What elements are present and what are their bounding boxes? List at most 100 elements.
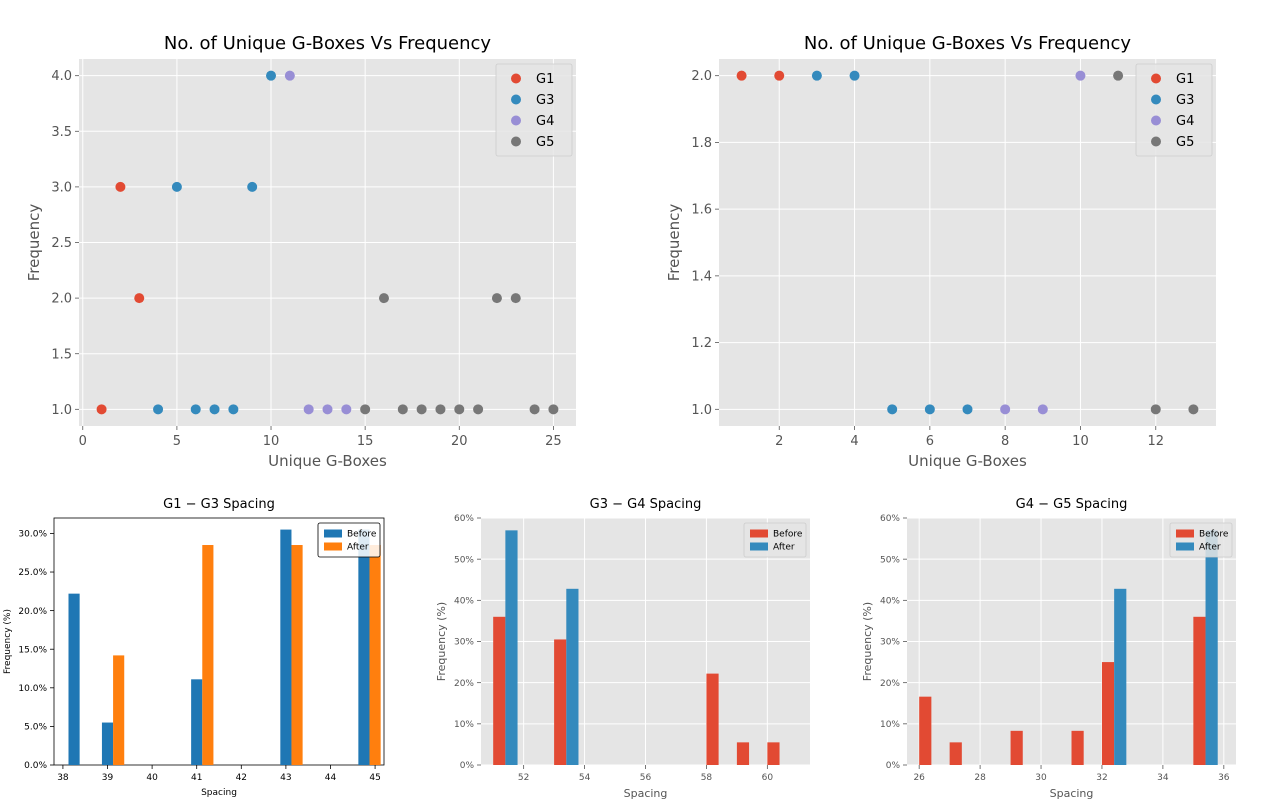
bar-after xyxy=(1114,588,1127,765)
bar-before xyxy=(767,742,780,765)
y-tick-label: 5.0% xyxy=(24,723,47,733)
legend-swatch xyxy=(324,529,342,538)
y-tick-label: 50% xyxy=(880,555,900,565)
x-tick-label: 8 xyxy=(1001,434,1009,449)
y-tick-label: 2.0 xyxy=(691,69,712,84)
point-G5 xyxy=(510,293,521,304)
bar-before xyxy=(554,639,567,765)
x-tick-label: 58 xyxy=(701,773,713,783)
y-tick-label: 10% xyxy=(454,720,474,730)
x-tick-label: 56 xyxy=(640,773,652,783)
y-tick-label: 20% xyxy=(454,679,474,689)
point-G4 xyxy=(284,70,295,81)
y-tick-label: 60% xyxy=(880,514,900,524)
legend-label: After xyxy=(347,543,369,553)
point-G3 xyxy=(849,70,860,81)
y-tick-label: 40% xyxy=(880,596,900,606)
chart-panel-4: 52 54 56 58 60 0% 10% 20% 30% 40% 50% 60% G3 − G4 Sp… xyxy=(435,497,810,800)
chart-title-4: G3 − G4 Spacing xyxy=(590,497,702,512)
point-G1 xyxy=(774,70,785,81)
point-G4 xyxy=(303,404,314,415)
legend-swatch xyxy=(1176,542,1194,551)
y-axis-label-5: Frequency (%) xyxy=(861,602,874,681)
y-tick-label: 3.5 xyxy=(51,125,72,140)
point-G3 xyxy=(209,404,220,415)
y-tick-label: 1.6 xyxy=(691,203,712,218)
legend-label: G4 xyxy=(536,114,554,129)
chart-panel-1: 0 5 10 15 20 25 1.0 1.5 2.0 2.5 3.0 3.5 4.0 No. of Un… xyxy=(25,33,576,470)
bar-before xyxy=(919,696,932,765)
point-G4 xyxy=(1037,404,1048,415)
y-tick-label: 1.0 xyxy=(51,403,72,418)
chart-title-2: No. of Unique G-Boxes Vs Frequency xyxy=(804,33,1132,54)
point-G3 xyxy=(924,404,935,415)
legend-marker xyxy=(511,136,521,147)
point-G5 xyxy=(1150,404,1161,415)
y-tick-label: 3.0 xyxy=(51,180,72,195)
x-tick-label: 44 xyxy=(325,773,337,783)
legend-marker xyxy=(1151,115,1161,126)
point-G5 xyxy=(473,404,484,415)
bar-before xyxy=(358,529,370,765)
legend-label: Before xyxy=(773,530,803,540)
point-G5 xyxy=(1113,70,1124,81)
legend-swatch xyxy=(750,542,768,551)
point-G1 xyxy=(736,70,747,81)
y-axis-label-4: Frequency (%) xyxy=(435,602,448,681)
y-tick-label: 15.0% xyxy=(18,645,47,655)
legend-label: Before xyxy=(347,530,377,540)
point-G3 xyxy=(887,404,898,415)
x-tick-label: 25 xyxy=(545,434,562,449)
bar-after xyxy=(202,545,214,765)
x-tick-label: 45 xyxy=(369,773,380,783)
point-G3 xyxy=(962,404,973,415)
x-tick-label: 5 xyxy=(173,434,181,449)
x-tick-label: 39 xyxy=(102,773,114,783)
x-tick-label: 6 xyxy=(926,434,934,449)
x-tick-label: 12 xyxy=(1147,434,1164,449)
y-axis-label-3: Frequency (%) xyxy=(3,609,13,674)
legend-marker xyxy=(511,73,521,84)
x-axis-label-4: Spacing xyxy=(624,787,668,800)
point-G3 xyxy=(266,70,277,81)
x-tick-label: 26 xyxy=(913,773,925,783)
bar-before xyxy=(1101,662,1115,765)
point-G5 xyxy=(454,404,465,415)
y-tick-label: 50% xyxy=(454,555,474,565)
legend-label: G3 xyxy=(1176,93,1194,108)
y-tick-label: 0.0% xyxy=(24,761,47,771)
point-G4 xyxy=(1075,70,1086,81)
y-tick-label: 4.0 xyxy=(51,69,72,84)
y-tick-label: 1.0 xyxy=(691,403,712,418)
legend-marker xyxy=(511,115,521,126)
legend-marker xyxy=(511,94,521,105)
x-tick-label: 15 xyxy=(357,434,374,449)
x-tick-label: 30 xyxy=(1035,773,1047,783)
legend-label: G1 xyxy=(536,72,554,87)
bar-before xyxy=(101,722,114,765)
point-G5 xyxy=(1188,404,1199,415)
legend-swatch xyxy=(324,542,342,551)
legend-label: G5 xyxy=(1176,135,1194,150)
y-tick-label: 30% xyxy=(454,638,474,648)
y-tick-label: 30.0% xyxy=(18,530,47,540)
y-tick-label: 1.5 xyxy=(51,347,72,362)
legend-label: Before xyxy=(1199,530,1229,540)
bar-after xyxy=(113,655,125,765)
chart-panel-5: 26 28 30 32 34 36 0% 10% 20% 30% 40% 50% 60% G4 − G5 … xyxy=(861,497,1236,800)
legend-box xyxy=(495,63,573,157)
bar-after xyxy=(369,545,381,765)
y-axis-label-2: Frequency xyxy=(665,204,683,282)
legend-label: G3 xyxy=(536,93,554,108)
chart-title-3: G1 − G3 Spacing xyxy=(163,497,275,512)
y-tick-label: 40% xyxy=(454,596,474,606)
bar-before xyxy=(68,593,80,765)
x-tick-label: 54 xyxy=(579,773,591,783)
x-axis-label-5: Spacing xyxy=(1050,787,1094,800)
point-G1 xyxy=(115,181,126,192)
x-tick-label: 52 xyxy=(518,773,529,783)
bar-before xyxy=(1010,730,1023,765)
legend-5: Before After xyxy=(1169,522,1233,558)
point-G5 xyxy=(397,404,408,415)
bar-before xyxy=(949,742,962,765)
